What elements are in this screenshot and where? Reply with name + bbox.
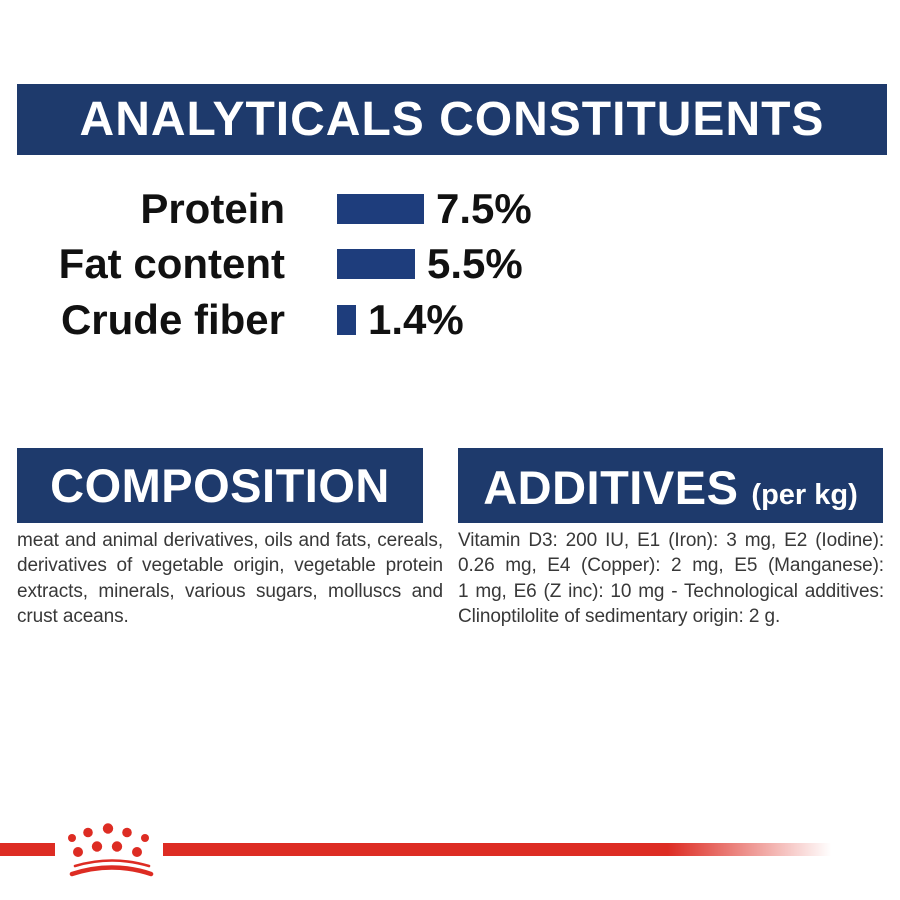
nutrient-value: 1.4%	[368, 295, 464, 343]
analyticals-banner: ANALYTICALS CONSTITUENTS	[17, 84, 887, 155]
nutrient-bar	[337, 304, 356, 335]
composition-line: crust aceans.	[17, 606, 129, 628]
red-stripe-right	[163, 843, 845, 856]
crown-dots	[68, 823, 149, 857]
composition-banner: COMPOSITION	[17, 448, 423, 523]
additives-line: Vitamin D3: 200 IU, E1 (Iron): 3 mg, E2 …	[458, 530, 884, 551]
composition-line: extracts, minerals, various sugars, moll…	[17, 580, 443, 602]
additives-title: ADDITIVES	[483, 461, 739, 514]
nutrient-label: Crude fiber	[60, 295, 285, 343]
additives-line: Clinoptilolite of sedimentary origin: 2 …	[458, 606, 781, 628]
nutrient-label: Protein	[140, 184, 285, 232]
royal-canin-crown-logo	[68, 823, 154, 877]
additives-banner: ADDITIVES (per kg)	[458, 448, 883, 523]
additives-text: Vitamin D3: 200 IU, E1 (Iron): 3 mg, E2 …	[458, 528, 884, 630]
composition-title: COMPOSITION	[50, 459, 390, 512]
additives-unit-note: (per kg)	[751, 479, 858, 511]
nutrient-row-crude-fiber: Crude fiber 1.4%	[0, 292, 464, 347]
additives-line: 0.26 mg, E4 (Copper): 2 mg, E5 (Manganes…	[458, 555, 884, 577]
nutrient-row-protein: Protein 7.5%	[0, 181, 532, 236]
additives-line: 1 mg, E6 (Z inc): 10 mg - Technological …	[458, 580, 884, 602]
composition-text: meat and animal derivatives, oils and fa…	[17, 528, 443, 630]
crown-base-arcs	[69, 859, 154, 877]
nutrient-row-fat-content: Fat content 5.5%	[0, 236, 523, 291]
nutrient-value: 7.5%	[436, 184, 532, 232]
nutrient-bar	[337, 248, 415, 279]
composition-line: meat and animal derivatives, oils and fa…	[17, 530, 443, 551]
nutrient-label: Fat content	[58, 239, 285, 287]
red-stripe-left	[0, 843, 55, 856]
analyticals-title: ANALYTICALS CONSTITUENTS	[79, 93, 825, 146]
nutrient-bar	[337, 193, 424, 224]
nutrient-value: 5.5%	[427, 239, 523, 287]
composition-line: derivatives of vegetable origin, vegetab…	[17, 555, 443, 577]
